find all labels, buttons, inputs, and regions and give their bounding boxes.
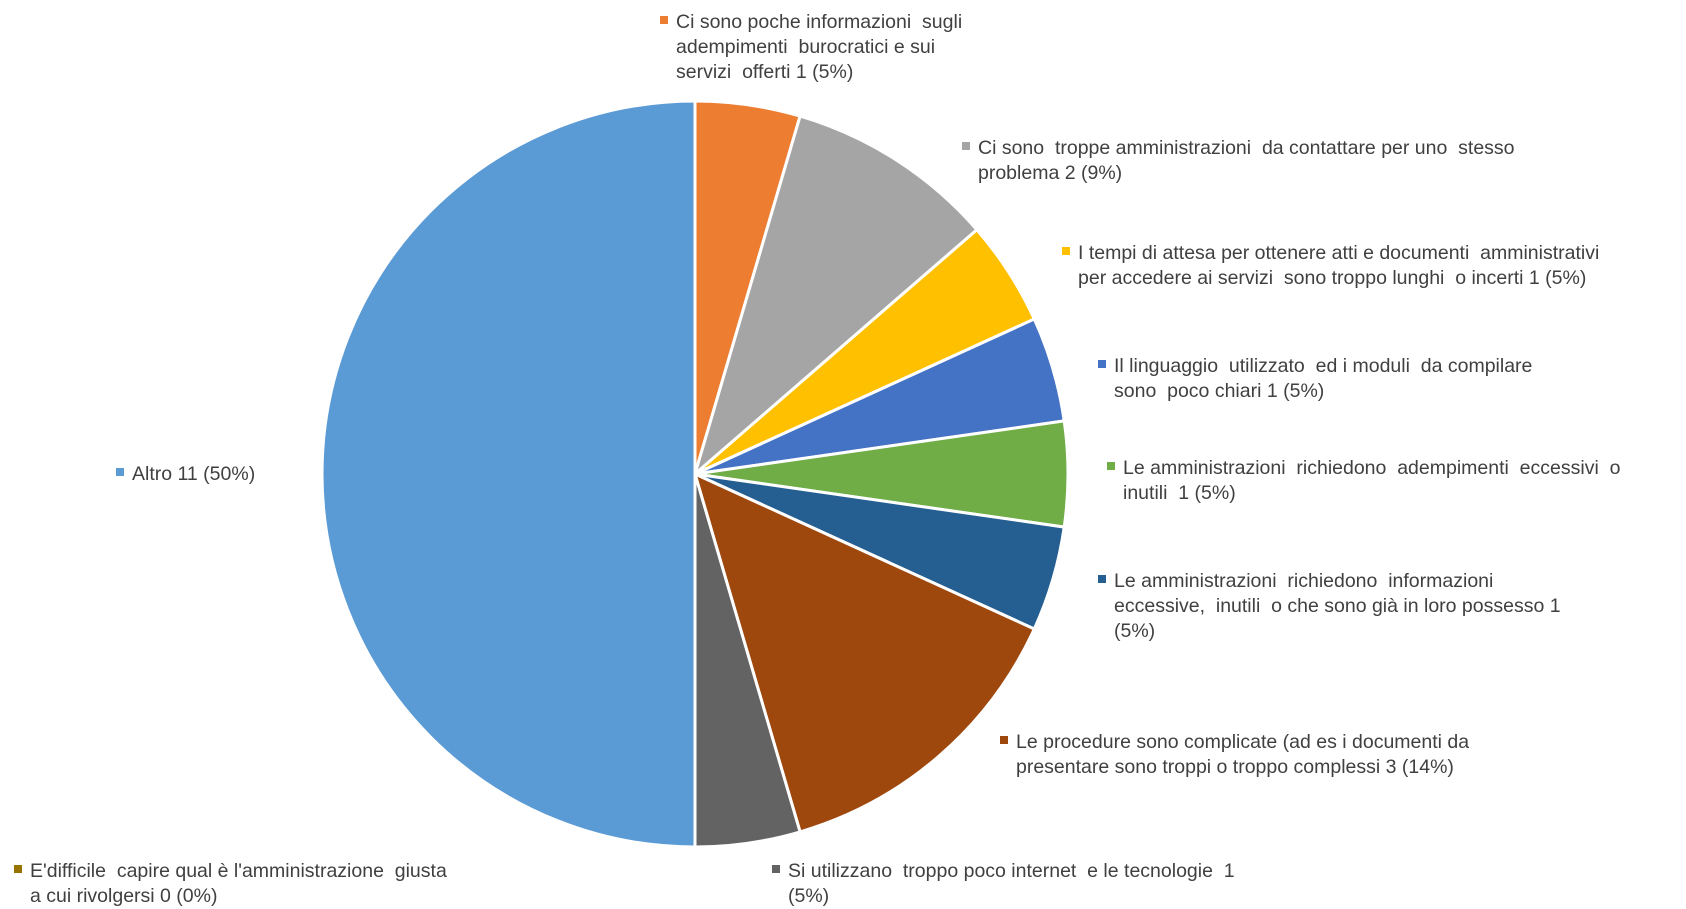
slice-label-line: eccessive, inutili o che sono già in lor…	[1114, 595, 1561, 617]
pie-slice-10	[320, 99, 697, 849]
legend-marker-5	[1107, 462, 1115, 470]
slice-label-line: (5%)	[788, 885, 829, 907]
slice-label-10: Altro 11 (50%)	[116, 463, 255, 485]
pie-slice-2	[692, 114, 980, 479]
slice-label-1: Ci sono poche informazioni sugli adempime…	[660, 11, 962, 83]
legend-marker-7	[1000, 736, 1008, 744]
slice-label-line: Le amministrazioni richiedono informazio…	[1114, 570, 1493, 592]
slice-label-6: Le amministrazioni richiedono informazio…	[1098, 570, 1561, 642]
slice-label-line: servizi offerti 1 (5%)	[676, 61, 853, 83]
slice-label-line: Altro 11 (50%)	[132, 463, 255, 485]
slice-label-3: I tempi di attesa per ottenere atti e do…	[1062, 242, 1599, 289]
slice-label-9: E'difficile capire qual è l'amministrazi…	[14, 860, 447, 907]
slice-label-line: Il linguaggio utilizzato ed i moduli da …	[1114, 355, 1532, 377]
slice-label-line: Ci sono troppe amministrazioni da contat…	[978, 137, 1515, 159]
legend-marker-10	[116, 468, 124, 476]
slice-label-4: Il linguaggio utilizzato ed i moduli da …	[1098, 355, 1532, 402]
slice-label-line: E'difficile capire qual è l'amministrazi…	[30, 860, 447, 882]
legend-marker-3	[1062, 247, 1070, 255]
slice-label-line: a cui rivolgersi 0 (0%)	[30, 885, 217, 907]
legend-marker-8	[772, 865, 780, 873]
slice-label-7: Le procedure sono complicate (ad es i do…	[1000, 731, 1469, 778]
legend-marker-2	[962, 142, 970, 150]
slice-label-line: inutili 1 (5%)	[1123, 482, 1236, 504]
slice-label-line: Ci sono poche informazioni sugli	[676, 11, 962, 33]
slice-label-line: per accedere ai servizi sono troppo lung…	[1078, 267, 1586, 289]
slice-label-2: Ci sono troppe amministrazioni da contat…	[962, 137, 1515, 184]
slice-label-line: (5%)	[1114, 620, 1155, 642]
legend-marker-4	[1098, 360, 1106, 368]
slice-label-line: presentare sono troppi o troppo compless…	[1016, 756, 1454, 778]
legend-marker-1	[660, 16, 668, 24]
slice-label-line: Le procedure sono complicate (ad es i do…	[1016, 731, 1469, 753]
slice-label-5: Le amministrazioni richiedono adempiment…	[1107, 457, 1621, 504]
slice-label-8: Si utilizzano troppo poco internet e le …	[772, 860, 1235, 907]
slice-label-line: sono poco chiari 1 (5%)	[1114, 380, 1324, 402]
legend-marker-6	[1098, 575, 1106, 583]
slice-label-line: Le amministrazioni richiedono adempiment…	[1123, 457, 1621, 479]
legend-marker-9	[14, 865, 22, 873]
slice-label-line: adempimenti burocratici e sui	[676, 36, 935, 58]
pie-slice-7	[692, 471, 1037, 834]
slice-label-line: I tempi di attesa per ottenere atti e do…	[1078, 242, 1599, 264]
slice-label-line: problema 2 (9%)	[978, 162, 1122, 184]
slice-label-line: Si utilizzano troppo poco internet e le …	[788, 860, 1235, 882]
